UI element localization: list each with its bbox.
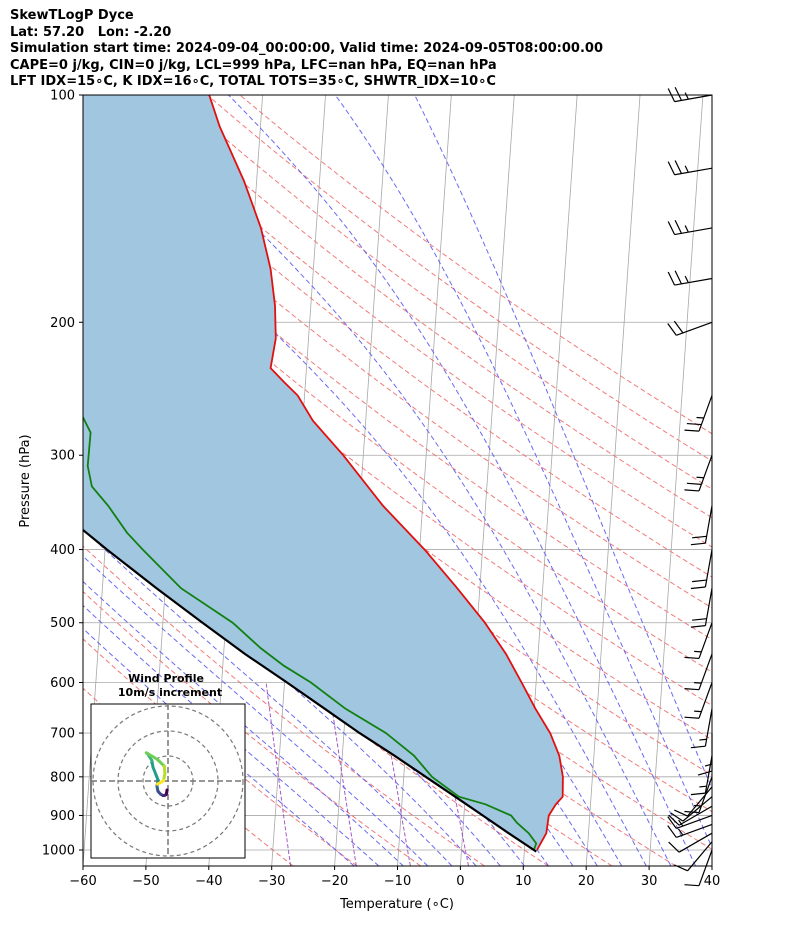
- y-tick-label: 600: [50, 676, 75, 691]
- dry-adiabat: [109, 95, 712, 548]
- x-tick-label: 20: [578, 874, 595, 889]
- wind-barb: [667, 87, 713, 103]
- inset-title: Wind Profile: [128, 672, 204, 685]
- wind-barb: [684, 682, 713, 719]
- parcel-line: [83, 528, 537, 853]
- hodograph-segment: [155, 757, 166, 768]
- wind-barb: [667, 823, 713, 838]
- wind-barb: [684, 455, 713, 492]
- wind-barb: [670, 796, 713, 822]
- wind-barb: [684, 776, 713, 814]
- y-tick-label: 800: [50, 770, 75, 785]
- inset-subtitle: 10m/s increment: [118, 686, 222, 699]
- x-tick-label: 10: [515, 874, 532, 889]
- y-tick-label: 200: [50, 316, 75, 331]
- wind-barb: [684, 653, 713, 691]
- wind-barbs: [667, 87, 713, 887]
- header-title: SkewTLogP Dyce: [10, 8, 134, 23]
- isotherm-line: [0, 95, 11, 866]
- mixing-ratio-line: [327, 682, 357, 866]
- header-indices-2: LFT IDX=15∘C, K IDX=16∘C, TOTAL TOTS=35∘…: [10, 74, 496, 89]
- y-tick-label: 700: [50, 727, 75, 742]
- x-tick-label: −40: [195, 874, 222, 889]
- wind-barb: [667, 320, 713, 336]
- dry-adiabat: [83, 99, 712, 578]
- wind-barb: [667, 270, 713, 286]
- dry-adiabat: [206, 95, 712, 462]
- wind-barb: [668, 805, 713, 826]
- dry-adiabat: [83, 163, 712, 641]
- x-tick-label: −10: [384, 874, 411, 889]
- wind-barb: [690, 708, 713, 749]
- dry-adiabat: [83, 545, 485, 866]
- y-tick-label: 500: [50, 616, 75, 631]
- dewpoint-line: [83, 415, 538, 851]
- wind-barb: [667, 219, 713, 236]
- dry-adiabat: [83, 266, 712, 741]
- dry-adiabat: [141, 95, 712, 519]
- wind-barb: [690, 588, 713, 628]
- cin-shading: [83, 95, 563, 852]
- wind-barb: [674, 841, 713, 872]
- wind-barb: [690, 755, 713, 796]
- y-tick-label: 100: [50, 89, 75, 104]
- x-tick-label: −30: [258, 874, 285, 889]
- moist-adiabat: [83, 580, 404, 866]
- y-tick-label: 1000: [42, 844, 75, 859]
- x-axis-label: Temperature (∘C): [339, 897, 454, 912]
- wind-barb: [684, 622, 713, 660]
- y-tick-label: 900: [50, 809, 75, 824]
- y-tick-label: 400: [50, 543, 75, 558]
- temperature-line: [208, 95, 564, 851]
- dry-adiabat: [83, 302, 712, 776]
- isotherm-line: [711, 860, 712, 866]
- x-tick-label: 40: [704, 874, 721, 889]
- x-tick-label: −20: [321, 874, 348, 889]
- moist-adiabat: [83, 627, 355, 866]
- wind-barb: [667, 160, 713, 176]
- isotherm-line: [648, 95, 704, 866]
- hodograph-segment: [151, 765, 159, 779]
- moist-adiabat: [83, 604, 380, 866]
- y-axis-label: Pressure (hPa): [18, 434, 33, 527]
- dry-adiabat: [83, 638, 358, 866]
- hodograph-segment: [155, 780, 163, 786]
- header-indices-1: CAPE=0 j/kg, CIN=0 j/kg, LCL=999 hPa, LF…: [10, 57, 497, 73]
- x-tick-label: 0: [456, 874, 464, 889]
- moist-adiabat: [118, 95, 672, 866]
- header-times: Simulation start time: 2024-09-04_00:00:…: [10, 41, 603, 56]
- wind-barb: [684, 849, 713, 887]
- dry-adiabat: [239, 95, 712, 435]
- moist-adiabat: [414, 95, 712, 790]
- y-tick-label: 300: [50, 449, 75, 464]
- wind-barb: [690, 505, 713, 546]
- wind-barb: [674, 786, 713, 817]
- header-location: Lat: 57.20 Lon: -2.20: [10, 24, 172, 40]
- x-tick-label: 30: [641, 874, 658, 889]
- mixing-ratio-line: [265, 682, 292, 866]
- moist-adiabat: [228, 95, 697, 866]
- wind-barb: [667, 814, 713, 830]
- x-tick-label: −60: [69, 874, 96, 889]
- isotherm-line: [585, 95, 641, 866]
- moist-adiabat: [83, 528, 453, 866]
- wind-barb: [668, 832, 713, 853]
- x-tick-label: −50: [132, 874, 159, 889]
- moist-adiabat: [83, 149, 647, 866]
- wind-barb: [684, 395, 713, 432]
- hodograph-segment: [147, 752, 159, 761]
- wind-barb: [690, 549, 713, 590]
- isotherm-line: [775, 95, 794, 866]
- wind-barb: [697, 733, 713, 776]
